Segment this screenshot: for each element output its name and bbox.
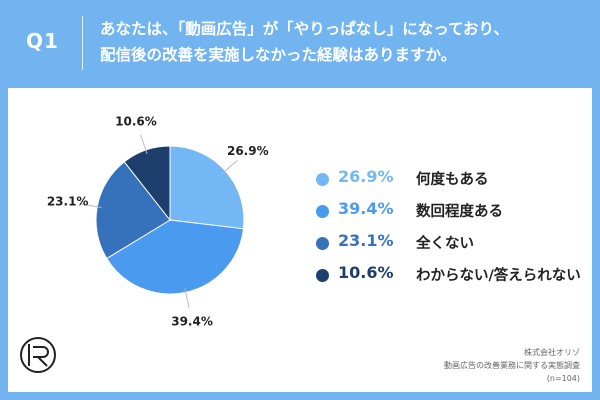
chart-card: 26.9% 39.4% 23.1% 10.6% 26.9% 何度もある 39.4% 数回程度…: [8, 88, 592, 392]
pie-chart: 26.9% 39.4% 23.1% 10.6%: [47, 115, 269, 329]
question-number: Q1: [26, 29, 59, 53]
header-divider: [82, 16, 83, 70]
pie-data-label-1: 26.9%: [227, 144, 269, 158]
legend-percentage: 10.6%: [338, 263, 394, 282]
source-sample: (n=104): [546, 374, 580, 383]
brand-logo: [18, 335, 58, 379]
source-survey: 動画広告の改善業務に関する実態調査: [444, 361, 580, 370]
legend-percentage: 23.1%: [338, 231, 394, 250]
pie-data-label-3: 23.1%: [47, 194, 89, 208]
legend-swatch: [316, 173, 329, 186]
legend-swatch: [316, 269, 329, 282]
legend-label: 何度もある: [416, 172, 489, 188]
legend-percentage: 39.4%: [338, 199, 394, 218]
question-line-1: あなたは、「動画広告」が「やりっぱなし」になっており、: [100, 20, 509, 38]
pie-leader-line-2: [184, 288, 190, 309]
legend-label: 数回程度ある: [416, 204, 503, 220]
pie-leader-line-1: [222, 159, 238, 174]
source-note: 株式会社オリゾ 動画広告の改善業務に関する実態調査 (n=104): [444, 346, 580, 385]
question-line-2: 配信後の改善を実施しなかった経験はありますか。: [100, 46, 457, 64]
pie-leader-line-3: [81, 203, 102, 209]
legend-percentage: 26.9%: [338, 167, 394, 186]
pie-leader-line-4: [140, 134, 148, 155]
pie-slice-1: [169, 145, 245, 230]
legend-swatch: [316, 237, 329, 250]
pie-data-label-2: 39.4%: [171, 315, 213, 329]
legend-label: 全くない: [416, 236, 474, 252]
source-company: 株式会社オリゾ: [524, 348, 580, 357]
legend-label: わからない/答えられない: [416, 268, 581, 284]
pie-data-label-4: 10.6%: [115, 115, 157, 129]
question-header: Q1 あなたは、「動画広告」が「やりっぱなし」になっており、 配信後の改善を実施…: [0, 0, 600, 86]
legend-swatch: [316, 205, 329, 218]
question-text: あなたは、「動画広告」が「やりっぱなし」になっており、 配信後の改善を実施しなか…: [100, 16, 590, 68]
